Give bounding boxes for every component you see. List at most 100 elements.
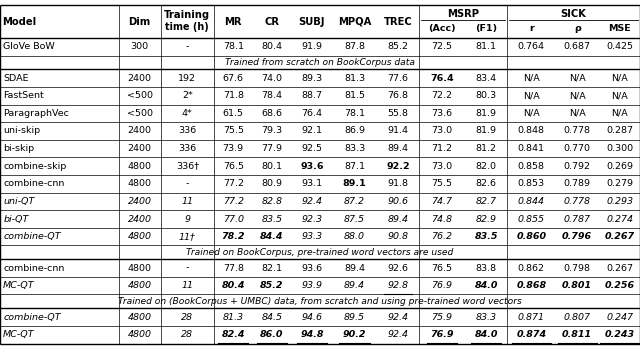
- Text: 4*: 4*: [182, 109, 193, 118]
- Text: 0.796: 0.796: [562, 232, 592, 241]
- Text: MR: MR: [225, 17, 242, 27]
- Text: MC-QT: MC-QT: [3, 281, 35, 290]
- Text: combine-cnn: combine-cnn: [3, 179, 65, 188]
- Text: 4800: 4800: [128, 179, 152, 188]
- Text: -: -: [186, 42, 189, 51]
- Text: N/A: N/A: [569, 91, 586, 100]
- Text: 89.4: 89.4: [344, 264, 365, 273]
- Text: 85.2: 85.2: [260, 281, 284, 290]
- Text: combine-cnn: combine-cnn: [3, 264, 65, 273]
- Text: 80.3: 80.3: [476, 91, 497, 100]
- Text: N/A: N/A: [611, 74, 628, 83]
- Text: 83.5: 83.5: [474, 232, 498, 241]
- Text: 83.4: 83.4: [476, 74, 497, 83]
- Text: 0.787: 0.787: [564, 214, 591, 223]
- Text: SDAE: SDAE: [3, 74, 29, 83]
- Text: 0.279: 0.279: [606, 179, 633, 188]
- Text: Trained on BookCorpus, pre-trained word vectors are used: Trained on BookCorpus, pre-trained word …: [186, 248, 454, 257]
- Text: 77.2: 77.2: [223, 179, 244, 188]
- Text: 0.267: 0.267: [606, 264, 633, 273]
- Text: 0.778: 0.778: [564, 197, 591, 206]
- Text: combine-QT: combine-QT: [3, 313, 61, 322]
- Text: 92.2: 92.2: [386, 162, 410, 171]
- Text: 76.2: 76.2: [431, 232, 452, 241]
- Text: N/A: N/A: [611, 91, 628, 100]
- Text: 85.2: 85.2: [387, 42, 408, 51]
- Text: 72.5: 72.5: [431, 42, 452, 51]
- Text: FastSent: FastSent: [3, 91, 44, 100]
- Text: 86.9: 86.9: [344, 126, 365, 135]
- Text: r: r: [529, 24, 534, 33]
- Text: 78.4: 78.4: [262, 91, 282, 100]
- Text: 91.8: 91.8: [387, 179, 408, 188]
- Text: 79.3: 79.3: [262, 126, 283, 135]
- Text: 71.8: 71.8: [223, 91, 244, 100]
- Text: 81.3: 81.3: [223, 313, 244, 322]
- Text: 76.9: 76.9: [430, 330, 454, 339]
- Text: uni-skip: uni-skip: [3, 126, 40, 135]
- Text: 91.9: 91.9: [301, 42, 323, 51]
- Text: 80.4: 80.4: [262, 42, 282, 51]
- Text: 81.9: 81.9: [476, 109, 497, 118]
- Text: 93.1: 93.1: [301, 179, 323, 188]
- Text: 28: 28: [181, 330, 193, 339]
- Text: 0.848: 0.848: [518, 126, 545, 135]
- Text: 87.8: 87.8: [344, 42, 365, 51]
- Text: 71.2: 71.2: [431, 144, 452, 153]
- Text: 75.5: 75.5: [431, 179, 452, 188]
- Text: 0.811: 0.811: [562, 330, 592, 339]
- Text: 0.862: 0.862: [518, 264, 545, 273]
- Text: 83.3: 83.3: [344, 144, 365, 153]
- Text: 94.8: 94.8: [300, 330, 324, 339]
- Text: time (h): time (h): [166, 23, 209, 32]
- Text: uni-QT: uni-QT: [3, 197, 35, 206]
- Text: 76.5: 76.5: [223, 162, 244, 171]
- Text: 4800: 4800: [128, 281, 152, 290]
- Text: 192: 192: [179, 74, 196, 83]
- Text: 88.0: 88.0: [344, 232, 365, 241]
- Text: 0.274: 0.274: [606, 214, 633, 223]
- Text: 0.764: 0.764: [518, 42, 545, 51]
- Text: 81.3: 81.3: [344, 74, 365, 83]
- Text: 0.853: 0.853: [518, 179, 545, 188]
- Text: 87.2: 87.2: [344, 197, 365, 206]
- Text: 0.789: 0.789: [564, 179, 591, 188]
- Text: 0.267: 0.267: [604, 232, 635, 241]
- Text: 76.9: 76.9: [431, 281, 452, 290]
- Text: 80.4: 80.4: [221, 281, 245, 290]
- Text: 92.3: 92.3: [301, 214, 323, 223]
- Text: 9: 9: [184, 214, 190, 223]
- Text: Trained on (BookCorpus + UMBC) data, from scratch and using pre-trained word vec: Trained on (BookCorpus + UMBC) data, fro…: [118, 297, 522, 306]
- Text: 75.9: 75.9: [431, 313, 452, 322]
- Text: N/A: N/A: [569, 109, 586, 118]
- Text: 93.9: 93.9: [301, 281, 323, 290]
- Text: 90.8: 90.8: [387, 232, 408, 241]
- Text: 0.300: 0.300: [606, 144, 633, 153]
- Text: 80.1: 80.1: [262, 162, 282, 171]
- Text: 88.7: 88.7: [301, 91, 323, 100]
- Text: 92.4: 92.4: [387, 330, 408, 339]
- Text: 81.1: 81.1: [476, 42, 497, 51]
- Text: 80.9: 80.9: [262, 179, 282, 188]
- Text: 89.1: 89.1: [342, 179, 367, 188]
- Text: 336: 336: [178, 144, 196, 153]
- Text: 300: 300: [131, 42, 148, 51]
- Text: 4800: 4800: [128, 162, 152, 171]
- Text: 4800: 4800: [128, 313, 152, 322]
- Text: 77.2: 77.2: [223, 197, 244, 206]
- Text: -: -: [186, 179, 189, 188]
- Text: 75.5: 75.5: [223, 126, 244, 135]
- Text: N/A: N/A: [569, 74, 586, 83]
- Text: (Acc): (Acc): [428, 24, 456, 33]
- Text: N/A: N/A: [611, 109, 628, 118]
- Text: 2400: 2400: [128, 126, 152, 135]
- Text: 82.7: 82.7: [476, 197, 497, 206]
- Text: 73.0: 73.0: [431, 126, 452, 135]
- Text: 89.4: 89.4: [344, 281, 365, 290]
- Text: bi-skip: bi-skip: [3, 144, 35, 153]
- Text: N/A: N/A: [523, 74, 540, 83]
- Text: combine-QT: combine-QT: [3, 232, 61, 241]
- Text: 92.4: 92.4: [301, 197, 323, 206]
- Text: 4800: 4800: [128, 232, 152, 241]
- Text: SICK: SICK: [561, 9, 587, 19]
